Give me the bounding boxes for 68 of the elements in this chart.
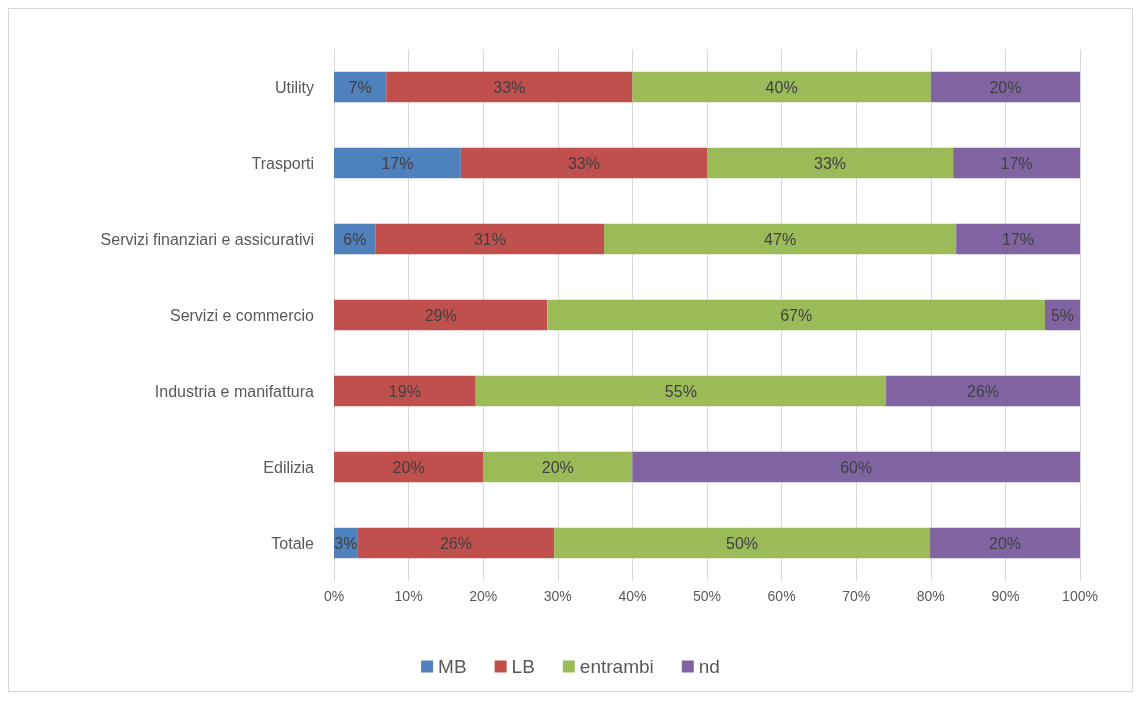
x-tick-label: 40% bbox=[618, 588, 647, 604]
data-label: 50% bbox=[726, 534, 759, 552]
data-label: 55% bbox=[664, 382, 697, 400]
data-label: 6% bbox=[343, 230, 367, 248]
data-label: 17% bbox=[381, 154, 414, 172]
bar bbox=[334, 147, 461, 179]
bar bbox=[334, 375, 476, 407]
legend-label: entrambi bbox=[579, 656, 654, 677]
data-label: 20% bbox=[541, 458, 574, 476]
x-tick-label: 10% bbox=[394, 588, 423, 604]
data-label: 17% bbox=[1002, 230, 1035, 248]
y-tick-label: Trasporti bbox=[251, 154, 314, 172]
bar bbox=[632, 71, 931, 103]
x-tick-label: 100% bbox=[1062, 588, 1098, 604]
data-label: 29% bbox=[424, 306, 457, 324]
y-tick-label: Totale bbox=[271, 534, 315, 552]
y-tick-label: Industria e manifattura bbox=[154, 382, 315, 400]
data-label: 17% bbox=[1000, 154, 1033, 172]
legend-label: nd bbox=[698, 656, 720, 677]
data-label: 20% bbox=[392, 458, 425, 476]
x-tick-label: 30% bbox=[543, 588, 572, 604]
bar bbox=[886, 375, 1080, 407]
x-tick-label: 80% bbox=[916, 588, 945, 604]
y-tick-label: Utility bbox=[274, 78, 314, 96]
data-label: 33% bbox=[567, 154, 600, 172]
data-label: 40% bbox=[765, 78, 798, 96]
bar bbox=[604, 223, 957, 255]
data-label: 26% bbox=[439, 534, 472, 552]
y-tick-label: Servizi finanziari e assicurativi bbox=[100, 230, 314, 248]
data-label: 20% bbox=[989, 78, 1022, 96]
data-label: 47% bbox=[764, 230, 797, 248]
x-tick-label: 70% bbox=[842, 588, 871, 604]
x-tick-label: 50% bbox=[692, 588, 722, 604]
bar bbox=[707, 147, 954, 179]
x-tick-label: 20% bbox=[469, 588, 498, 604]
data-label: 33% bbox=[493, 78, 526, 96]
bar bbox=[386, 71, 633, 103]
data-label: 5% bbox=[1050, 306, 1075, 324]
data-label: 20% bbox=[989, 534, 1022, 552]
y-tick-label: Servizi e commercio bbox=[169, 306, 315, 324]
data-label: 19% bbox=[388, 382, 421, 400]
x-tick-label: 60% bbox=[767, 588, 796, 604]
bar bbox=[930, 71, 1080, 103]
bar bbox=[334, 299, 548, 331]
y-tick-label: Edilizia bbox=[263, 458, 315, 476]
data-label: 60% bbox=[840, 458, 873, 476]
bar bbox=[632, 451, 1080, 483]
bar bbox=[953, 147, 1080, 179]
data-label: 3% bbox=[334, 534, 358, 552]
data-label: 31% bbox=[473, 230, 506, 248]
bar bbox=[475, 375, 887, 407]
data-label: 33% bbox=[814, 154, 847, 172]
data-label: 67% bbox=[780, 306, 813, 324]
data-label: 26% bbox=[967, 382, 1000, 400]
bar bbox=[956, 223, 1080, 255]
bar bbox=[460, 147, 707, 179]
legend-label: LB bbox=[511, 656, 535, 677]
bar bbox=[930, 527, 1080, 559]
bar bbox=[554, 527, 931, 559]
legend-label: MB bbox=[438, 656, 467, 677]
x-tick-label: 90% bbox=[991, 588, 1020, 604]
x-tick-label: 0% bbox=[323, 588, 345, 604]
bar bbox=[357, 527, 555, 559]
bar bbox=[483, 451, 633, 483]
bar bbox=[334, 451, 484, 483]
data-label: 7% bbox=[348, 78, 372, 96]
bar bbox=[375, 223, 605, 255]
bar bbox=[547, 299, 1045, 331]
